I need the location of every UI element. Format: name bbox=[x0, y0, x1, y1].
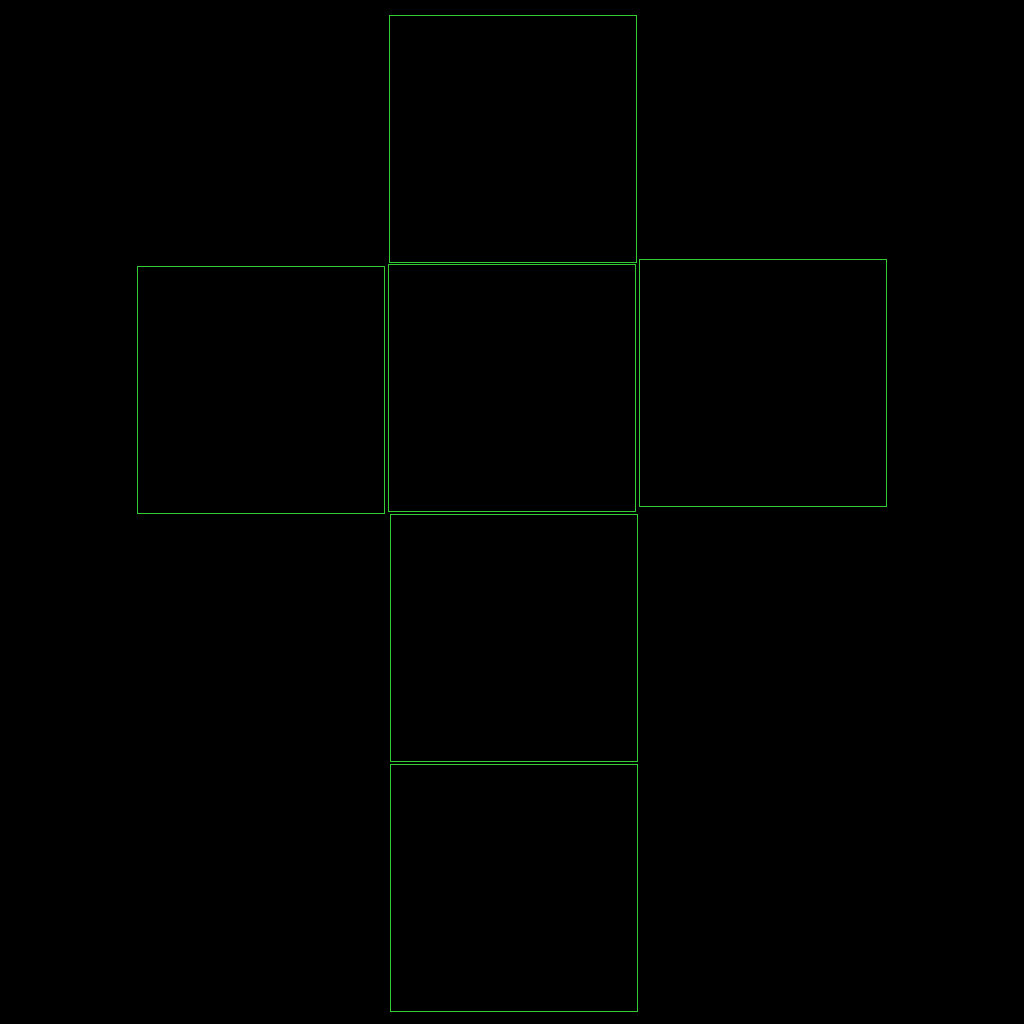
cube-face-center bbox=[388, 264, 636, 512]
cube-face-top bbox=[389, 15, 637, 263]
cube-face-right bbox=[639, 259, 887, 507]
cube-face-lower bbox=[390, 514, 638, 762]
cube-face-left bbox=[137, 266, 385, 514]
cube-face-bottom bbox=[390, 764, 638, 1012]
